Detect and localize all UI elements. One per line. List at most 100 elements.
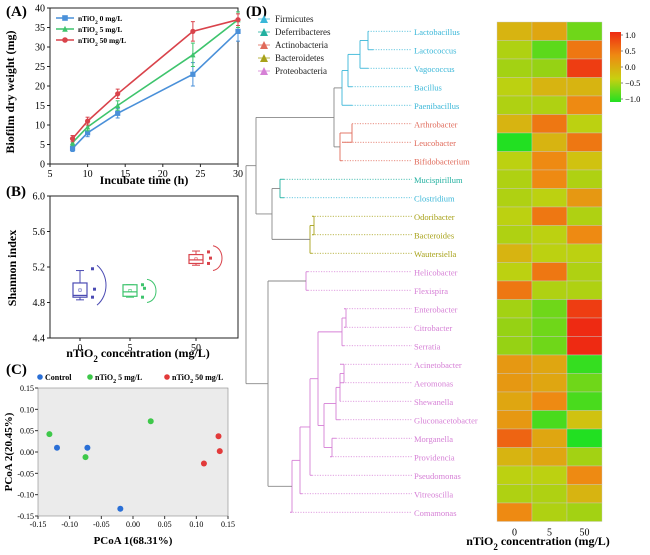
series-line-a	[71, 30, 239, 149]
legend-label-c: nTiO2 5 mg/L	[95, 373, 142, 385]
heatmap-cell	[566, 151, 603, 171]
legend-marker-a	[62, 37, 68, 43]
heatmap-cell	[566, 502, 603, 522]
phylum-legend-label: Actinobacteria	[275, 40, 328, 50]
legend-marker-a	[62, 15, 68, 21]
heatmap-cell	[531, 206, 568, 226]
colorbar-tick-label: 0.5	[625, 46, 636, 56]
data-point-a	[115, 102, 121, 109]
x-tick-label-b: 50	[191, 343, 201, 354]
heatmap-cell	[531, 225, 568, 245]
heatmap-cell	[496, 188, 533, 208]
heatmap-column-label: 5	[547, 528, 552, 539]
y-tick-label-a: 30	[35, 43, 45, 54]
box-point-b	[207, 261, 210, 265]
heatmap-cell	[496, 354, 533, 374]
panel-d-xlabel: nTiO2 concentration (mg/L)	[466, 534, 610, 550]
taxon-label: Aeromonas	[414, 378, 453, 388]
heatmap-cell	[531, 465, 568, 485]
scatter-point-c	[54, 444, 60, 451]
box-mean-b	[194, 257, 198, 261]
heatmap-cell	[496, 243, 533, 263]
heatmap-cell	[496, 77, 533, 97]
x-tick-label-a: 20	[158, 169, 168, 180]
x-tick-label-a: 30	[233, 169, 243, 180]
heatmap-cell	[566, 188, 603, 208]
heatmap-cell	[566, 95, 603, 115]
heatmap-cell	[566, 169, 603, 189]
heatmap-cell	[531, 95, 568, 115]
heatmap-cell	[496, 169, 533, 189]
heatmap-cell	[531, 373, 568, 393]
data-point-a	[115, 91, 121, 97]
legend-marker-c	[87, 374, 93, 380]
y-tick-label-a: 40	[35, 4, 45, 15]
y-tick-label-b: 4.8	[33, 298, 46, 309]
taxon-label: Vagococcus	[414, 64, 455, 74]
heatmap-cell	[496, 373, 533, 393]
taxon-label: Serratia	[414, 341, 441, 351]
taxon-label: Helicobacter	[414, 267, 458, 277]
density-curve-b	[146, 278, 157, 303]
taxon-label: Comamonas	[414, 508, 457, 518]
heatmap-cell	[496, 95, 533, 115]
y-tick-label-c: 0.05	[20, 427, 34, 436]
heatmap-cell	[566, 132, 603, 152]
heatmap-cell	[496, 336, 533, 356]
data-point-a	[85, 123, 91, 130]
box-point-b	[141, 295, 144, 299]
colorbar	[610, 32, 621, 102]
x-tick-label-a: 15	[120, 169, 130, 180]
heatmap-cell	[531, 169, 568, 189]
y-tick-label-a: 15	[35, 101, 45, 112]
heatmap-cell	[531, 40, 568, 60]
data-point-a	[190, 71, 196, 77]
legend-marker-a	[62, 25, 68, 32]
panel-c-ylabel: PCoA 2(20.45%)	[3, 412, 15, 491]
heatmap-cell	[531, 188, 568, 208]
panel-a-ylabel: Biofilm dry weight (mg)	[3, 31, 17, 154]
heatmap-cell	[496, 114, 533, 134]
x-tick-label-c: -0.05	[93, 520, 110, 529]
data-point-a	[190, 51, 196, 58]
y-tick-label-c: -0.05	[17, 469, 34, 478]
legend-marker-c	[37, 374, 43, 380]
legend-label-c: Control	[45, 373, 72, 382]
taxon-label: Paenibacillus	[414, 101, 459, 111]
taxon-label: Bacteroides	[414, 230, 454, 240]
heatmap-cell	[566, 225, 603, 245]
panel-c-letter: (C)	[6, 362, 27, 378]
box-point-b	[91, 267, 94, 271]
heatmap-cell	[496, 465, 533, 485]
heatmap-cell	[566, 447, 603, 467]
colorbar-tick-label: 1.0	[625, 30, 636, 40]
heatmap-cell	[566, 428, 603, 448]
y-tick-label-a: 35	[35, 23, 45, 34]
scatter-point-c	[216, 448, 223, 455]
phylum-legend-label: Deferribacteres	[275, 27, 331, 37]
heatmap-cell	[496, 280, 533, 300]
heatmap-cell	[496, 299, 533, 319]
panel-b: (B) nTiO2 concentration (mg/L) Shannon i…	[5, 184, 239, 364]
legend-label-c: nTiO2 50 mg/L	[172, 373, 223, 385]
box-b	[188, 253, 204, 265]
heatmap-cell	[566, 410, 603, 430]
heatmap-cell	[566, 77, 603, 97]
heatmap-cell	[566, 336, 603, 356]
heatmap-column-label: 50	[580, 528, 590, 539]
heatmap-cell	[531, 336, 568, 356]
phylum-legend-label: Proteobacteria	[275, 66, 327, 76]
heatmap-cell	[531, 410, 568, 430]
y-tick-label-a: 25	[35, 62, 45, 73]
taxon-label: Gluconacetobacter	[414, 415, 478, 425]
phylum-legend-label: Bacteroidetes	[275, 53, 324, 63]
heatmap-cell	[496, 317, 533, 337]
taxon-label: Leucobacter	[414, 138, 456, 148]
heatmap-cell	[566, 262, 603, 282]
heatmap-cell	[496, 151, 533, 171]
data-point-a	[235, 17, 241, 23]
heatmap-cell	[531, 391, 568, 411]
taxon-label: Bifidobacterium	[414, 156, 470, 166]
panel-b-ylabel: Shannon index	[5, 230, 19, 306]
heatmap-column-label: 0	[512, 528, 517, 539]
